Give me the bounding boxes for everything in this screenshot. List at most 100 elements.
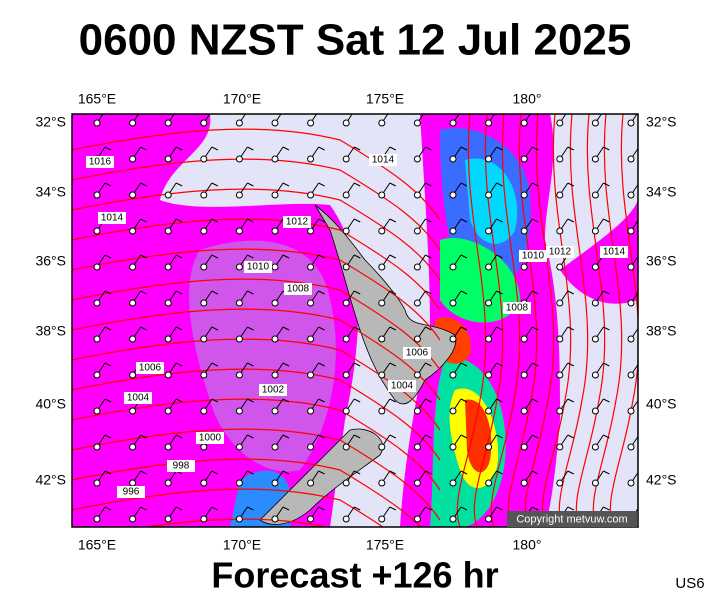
isobar-label-box <box>196 432 224 444</box>
barb-flag <box>353 470 361 475</box>
isobar-label-box <box>136 362 164 374</box>
isobar <box>72 308 441 401</box>
barb-flag <box>282 146 290 151</box>
barb-flag <box>425 218 432 223</box>
barb-station <box>378 407 386 415</box>
barb-station <box>307 479 315 487</box>
barb-station <box>627 227 635 235</box>
isobar <box>72 338 441 431</box>
barb-station <box>164 227 172 235</box>
barb-flag <box>318 290 325 295</box>
barb-flag <box>639 183 645 186</box>
barb-station <box>129 443 137 451</box>
barb-flag <box>425 398 432 403</box>
barb-flag <box>104 506 112 511</box>
barb-station <box>342 155 350 163</box>
barb-flag <box>567 146 575 151</box>
barb-station <box>200 119 208 127</box>
barb-station <box>235 119 243 127</box>
barb-flag <box>531 218 539 223</box>
barb-station <box>164 155 172 163</box>
barb-flag <box>531 470 539 475</box>
barb-station <box>342 263 350 271</box>
isobar <box>490 114 521 527</box>
barb-station <box>235 227 243 235</box>
isobar-label-box <box>86 156 114 168</box>
isobar <box>507 114 538 527</box>
barb-flag <box>496 470 503 475</box>
barb-flag <box>247 146 254 151</box>
top-lon-label: 165°E <box>78 91 116 107</box>
barb-station <box>342 299 350 307</box>
barb-station <box>271 227 279 235</box>
barb-station <box>627 335 635 343</box>
left-lat-label: 38°S <box>35 323 66 339</box>
barb-flag <box>639 327 645 330</box>
isobar <box>72 488 385 527</box>
forecast-label: Forecast +126 hr <box>211 555 498 596</box>
barb-flag <box>531 434 539 439</box>
barb-station <box>485 191 493 199</box>
isobar-label: 1010 <box>247 262 270 273</box>
barb-flag <box>639 363 645 366</box>
barb-flag <box>567 398 575 403</box>
top-lon-label: 175°E <box>366 91 404 107</box>
barb-station <box>378 263 386 271</box>
barb-flag <box>104 434 112 439</box>
barb-station <box>235 263 243 271</box>
barb-station <box>413 335 421 343</box>
barb-station <box>413 443 421 451</box>
precip-green <box>440 238 520 323</box>
barb-station <box>93 263 101 271</box>
isobar <box>558 114 589 527</box>
barb-station <box>449 299 457 307</box>
isobar-label: 1010 <box>522 251 545 262</box>
barb-station <box>93 443 101 451</box>
barb-station <box>627 299 635 307</box>
barb-station <box>129 407 137 415</box>
top-lon-label: 180° <box>513 91 542 107</box>
isobar-label-box <box>98 212 126 224</box>
barb-station <box>93 515 101 523</box>
barb-flag <box>603 218 610 223</box>
barb-station <box>342 371 350 379</box>
barb-flag <box>460 254 468 259</box>
barb-flag <box>318 326 325 331</box>
barb-station <box>378 443 386 451</box>
isobar <box>72 458 422 527</box>
barb-flag <box>496 398 503 403</box>
barb-station <box>556 263 564 271</box>
barb-station <box>485 479 493 487</box>
barb-flag <box>496 290 503 295</box>
barb-flag <box>247 506 254 511</box>
isobar-label: 1012 <box>286 217 309 228</box>
isobar-label-box <box>117 486 145 498</box>
isobar <box>456 114 487 527</box>
barb-flag <box>639 219 645 222</box>
barb-flag <box>318 254 325 259</box>
barb-station <box>235 407 243 415</box>
barb-station <box>93 227 101 235</box>
barb-flag <box>104 398 112 403</box>
barb-station <box>164 407 172 415</box>
isobar <box>592 114 623 527</box>
barb-station <box>627 155 635 163</box>
barb-station <box>520 335 528 343</box>
barb-station <box>307 191 315 199</box>
barb-flag <box>211 506 219 511</box>
isobar <box>72 218 441 311</box>
title: 0600 NZST Sat 12 Jul 2025 <box>79 16 632 65</box>
barb-flag <box>211 254 219 259</box>
isobar-label: 1006 <box>139 363 162 374</box>
barb-flag <box>247 470 254 475</box>
isobar-label: 1016 <box>89 157 112 168</box>
barb-flag <box>460 218 468 223</box>
barb-station <box>307 515 315 523</box>
model-code: US6 <box>675 575 704 592</box>
barb-flag <box>104 470 112 475</box>
isobar <box>72 278 441 371</box>
barb-flag <box>496 362 503 367</box>
barb-station <box>235 479 243 487</box>
barb-station <box>627 263 635 271</box>
barb-station <box>378 299 386 307</box>
